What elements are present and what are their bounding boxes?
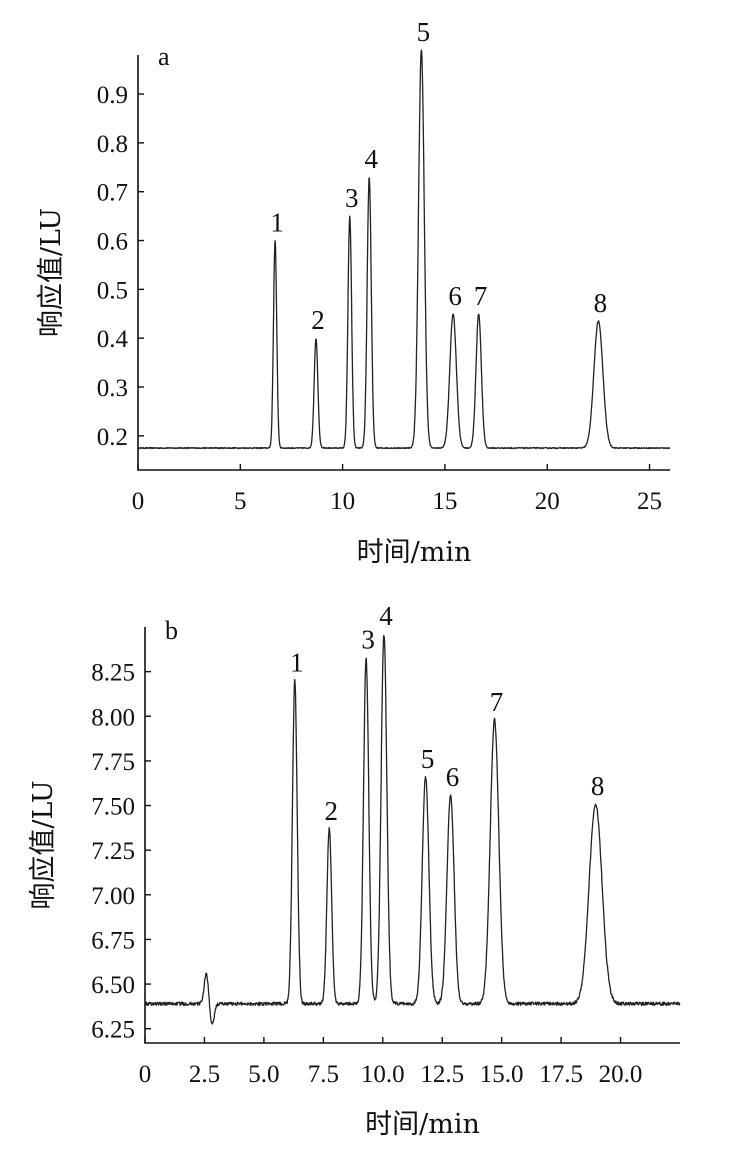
y-tick-label: 7.50 bbox=[91, 794, 135, 821]
y-tick-label: 7.25 bbox=[91, 838, 135, 865]
x-tick-label: 15 bbox=[432, 488, 457, 515]
chromatogram-trace bbox=[137, 49, 671, 450]
y-tick-label: 0.8 bbox=[97, 131, 128, 158]
y-tick-label: 0.9 bbox=[97, 82, 128, 109]
x-tick-label: 10.0 bbox=[361, 1061, 405, 1088]
peak-label: 4 bbox=[364, 144, 378, 174]
y-tick-label: 0.5 bbox=[97, 277, 128, 304]
x-tick-label: 12.5 bbox=[420, 1061, 464, 1088]
chromatogram-panel-b: 0 2.5 5.0 7.5 10.0 12.5 15.0 17.5 20.0 6.25 6.50 6.… bbox=[28, 601, 681, 1140]
panel-label: a bbox=[158, 42, 170, 71]
y-tick-label: 7.00 bbox=[91, 883, 135, 910]
peak-label: 8 bbox=[594, 288, 608, 318]
y-tick-label: 0.6 bbox=[97, 229, 128, 256]
chromatogram-trace bbox=[144, 634, 681, 1025]
peak-label: 6 bbox=[448, 281, 462, 311]
y-tick-label: 0.3 bbox=[97, 375, 128, 402]
x-tick-label: 5 bbox=[234, 488, 247, 515]
peak-label: 6 bbox=[446, 762, 460, 792]
x-tick-label: 15.0 bbox=[480, 1061, 524, 1088]
y-axis-title: 响应值/LU bbox=[28, 780, 59, 909]
peak-label: 2 bbox=[325, 796, 339, 826]
peak-label: 4 bbox=[379, 601, 393, 631]
x-tick-label: 25 bbox=[637, 488, 662, 515]
peak-label: 1 bbox=[270, 208, 284, 238]
y-tick-label: 0.7 bbox=[97, 180, 128, 207]
peak-label: 8 bbox=[591, 771, 605, 801]
y-tick-label: 6.50 bbox=[91, 972, 135, 999]
chromatogram-panel-a: 0 5 10 15 20 250.20.30.40.50.60.70.80.9时间/min… bbox=[36, 17, 671, 568]
peak-label: 3 bbox=[361, 624, 375, 654]
x-tick-label: 0 bbox=[132, 488, 145, 515]
x-tick-label: 5.0 bbox=[248, 1061, 279, 1088]
peak-label: 3 bbox=[345, 183, 359, 213]
x-tick-label: 10 bbox=[330, 488, 355, 515]
x-axis-title: 时间/min bbox=[365, 1109, 480, 1140]
x-tick-label: 7.5 bbox=[308, 1061, 339, 1088]
peak-label: 5 bbox=[421, 744, 435, 774]
y-tick-label: 0.4 bbox=[97, 326, 129, 353]
peak-label: 2 bbox=[311, 305, 325, 335]
y-tick-label: 6.75 bbox=[91, 927, 135, 954]
y-tick-label: 0.2 bbox=[97, 424, 128, 451]
y-tick-label: 6.25 bbox=[91, 1017, 135, 1044]
y-tick-label: 7.75 bbox=[91, 749, 135, 776]
peak-label: 7 bbox=[474, 281, 488, 311]
y-axis-title: 响应值/LU bbox=[36, 208, 67, 337]
peak-label: 7 bbox=[490, 687, 504, 717]
x-tick-label: 20.0 bbox=[599, 1061, 643, 1088]
y-tick-label: 8.25 bbox=[91, 660, 135, 687]
x-tick-label: 0 bbox=[139, 1061, 152, 1088]
x-tick-label: 2.5 bbox=[189, 1061, 220, 1088]
x-tick-label: 20 bbox=[535, 488, 560, 515]
y-tick-label: 8.00 bbox=[91, 704, 135, 731]
peak-label: 5 bbox=[417, 17, 431, 47]
x-tick-label: 17.5 bbox=[539, 1061, 583, 1088]
panel-label: b bbox=[165, 616, 178, 645]
peak-label: 1 bbox=[290, 648, 304, 678]
axis-lines bbox=[137, 55, 670, 471]
x-axis-title: 时间/min bbox=[357, 537, 472, 568]
